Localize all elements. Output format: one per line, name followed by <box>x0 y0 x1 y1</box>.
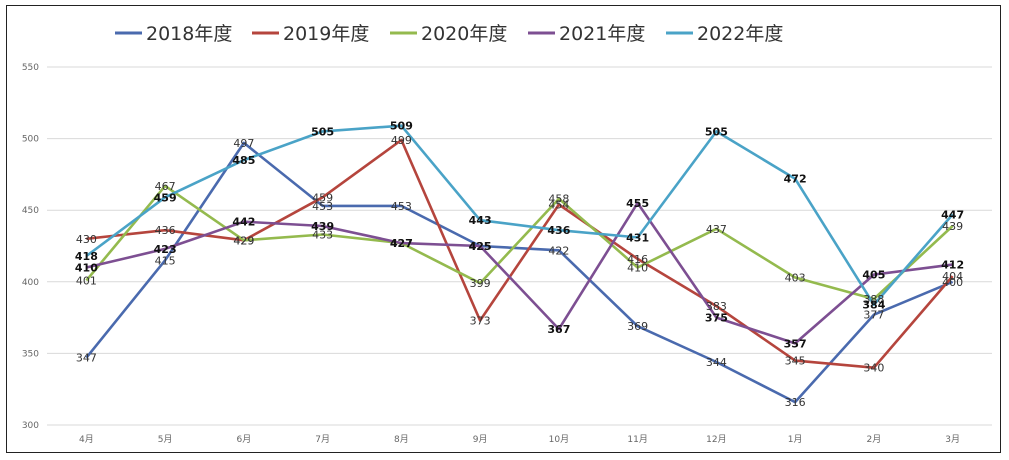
data-label-s4-8: 505 <box>705 125 728 138</box>
data-label-s3-1: 423 <box>154 243 177 256</box>
legend-entry-4: 2022年度 <box>697 23 783 45</box>
y-tick-label-500: 500 <box>22 135 39 145</box>
data-label-s1-11: 404 <box>942 270 963 283</box>
x-tick-label-3: 7月 <box>315 434 330 445</box>
data-label-s3-6: 367 <box>547 323 570 336</box>
data-label-s3-10: 405 <box>862 269 885 282</box>
series-line-4 <box>86 126 952 305</box>
legend-entry-2: 2020年度 <box>421 23 507 45</box>
data-label-s2-5: 399 <box>470 277 491 290</box>
y-tick-label-450: 450 <box>22 206 39 216</box>
data-label-s4-2: 485 <box>232 154 255 167</box>
data-label-s4-11: 447 <box>941 208 964 221</box>
legend-entry-1: 2019年度 <box>283 23 369 45</box>
data-label-s1-10: 340 <box>863 362 884 375</box>
data-label-s2-0: 401 <box>76 274 97 287</box>
data-label-s2-8: 437 <box>706 223 727 236</box>
data-label-s4-9: 472 <box>784 173 807 186</box>
chart-frame: 300 350 400 450 500 550 4月 5月 6月 7月 8月 9月 10月 11月 12月 1… <box>6 5 1001 453</box>
data-label-s1-3: 459 <box>312 191 333 204</box>
data-label-s1-9: 345 <box>785 355 806 368</box>
y-tick-label-550: 550 <box>22 63 39 73</box>
data-label-s3-0: 410 <box>75 261 98 274</box>
data-label-s3-11: 412 <box>941 259 964 272</box>
data-label-s0-6: 422 <box>548 244 569 257</box>
data-label-s4-1: 459 <box>154 191 177 204</box>
data-label-s3-8: 375 <box>705 312 728 325</box>
line-chart: 300 350 400 450 500 550 4月 5月 6月 7月 8月 9月 10月 11月 12月 1… <box>7 6 1002 454</box>
y-tick-label-300: 300 <box>22 421 39 431</box>
data-label-s3-9: 357 <box>784 337 807 350</box>
x-tick-label-4: 8月 <box>394 434 409 445</box>
data-label-s4-4: 509 <box>390 120 413 133</box>
x-tick-label-5: 9月 <box>473 434 488 445</box>
x-tick-label-9: 1月 <box>788 434 803 445</box>
data-label-s3-4: 427 <box>390 237 413 250</box>
data-label-s0-1: 415 <box>155 254 176 267</box>
data-label-s3-2: 442 <box>232 216 255 229</box>
legend-entry-0: 2018年度 <box>146 23 232 45</box>
x-tick-label-2: 6月 <box>237 434 252 445</box>
data-label-s4-6: 436 <box>547 224 570 237</box>
x-tick-label-6: 10月 <box>549 434 569 445</box>
x-tick-label-11: 3月 <box>945 434 960 445</box>
data-label-s0-0: 347 <box>76 352 97 365</box>
legend-entry-3: 2021年度 <box>559 23 645 45</box>
x-tick-label-10: 2月 <box>867 434 882 445</box>
data-label-s2-11: 439 <box>942 220 963 233</box>
data-label-s1-5: 373 <box>470 314 491 327</box>
x-tick-label-1: 5月 <box>158 434 173 445</box>
x-tick-label-0: 4月 <box>79 434 94 445</box>
data-label-s0-2: 497 <box>233 137 254 150</box>
y-tick-label-350: 350 <box>22 349 39 359</box>
data-label-s2-9: 403 <box>785 272 806 285</box>
data-label-s0-8: 344 <box>706 356 727 369</box>
data-label-s4-5: 443 <box>469 214 492 227</box>
data-label-s4-10: 384 <box>862 299 885 312</box>
y-tick-label-400: 400 <box>22 278 39 288</box>
x-tick-label-7: 11月 <box>627 434 647 445</box>
data-label-s1-4: 499 <box>391 134 412 147</box>
data-label-s4-7: 431 <box>626 231 649 244</box>
data-label-s2-6: 458 <box>548 193 569 206</box>
data-label-s1-1: 436 <box>155 224 176 237</box>
data-label-s2-7: 410 <box>627 261 648 274</box>
data-label-s4-3: 505 <box>311 125 334 138</box>
data-label-s0-9: 316 <box>785 396 806 409</box>
data-label-s1-0: 430 <box>76 233 97 246</box>
data-label-s0-4: 453 <box>391 200 412 213</box>
data-label-s3-3: 439 <box>311 220 334 233</box>
data-label-s3-7: 455 <box>626 197 649 210</box>
x-tick-label-8: 12月 <box>706 434 726 445</box>
data-label-s4-0: 418 <box>75 250 98 263</box>
data-label-s3-5: 425 <box>469 240 492 253</box>
data-label-s2-2: 429 <box>233 234 254 247</box>
data-label-s0-7: 369 <box>627 320 648 333</box>
